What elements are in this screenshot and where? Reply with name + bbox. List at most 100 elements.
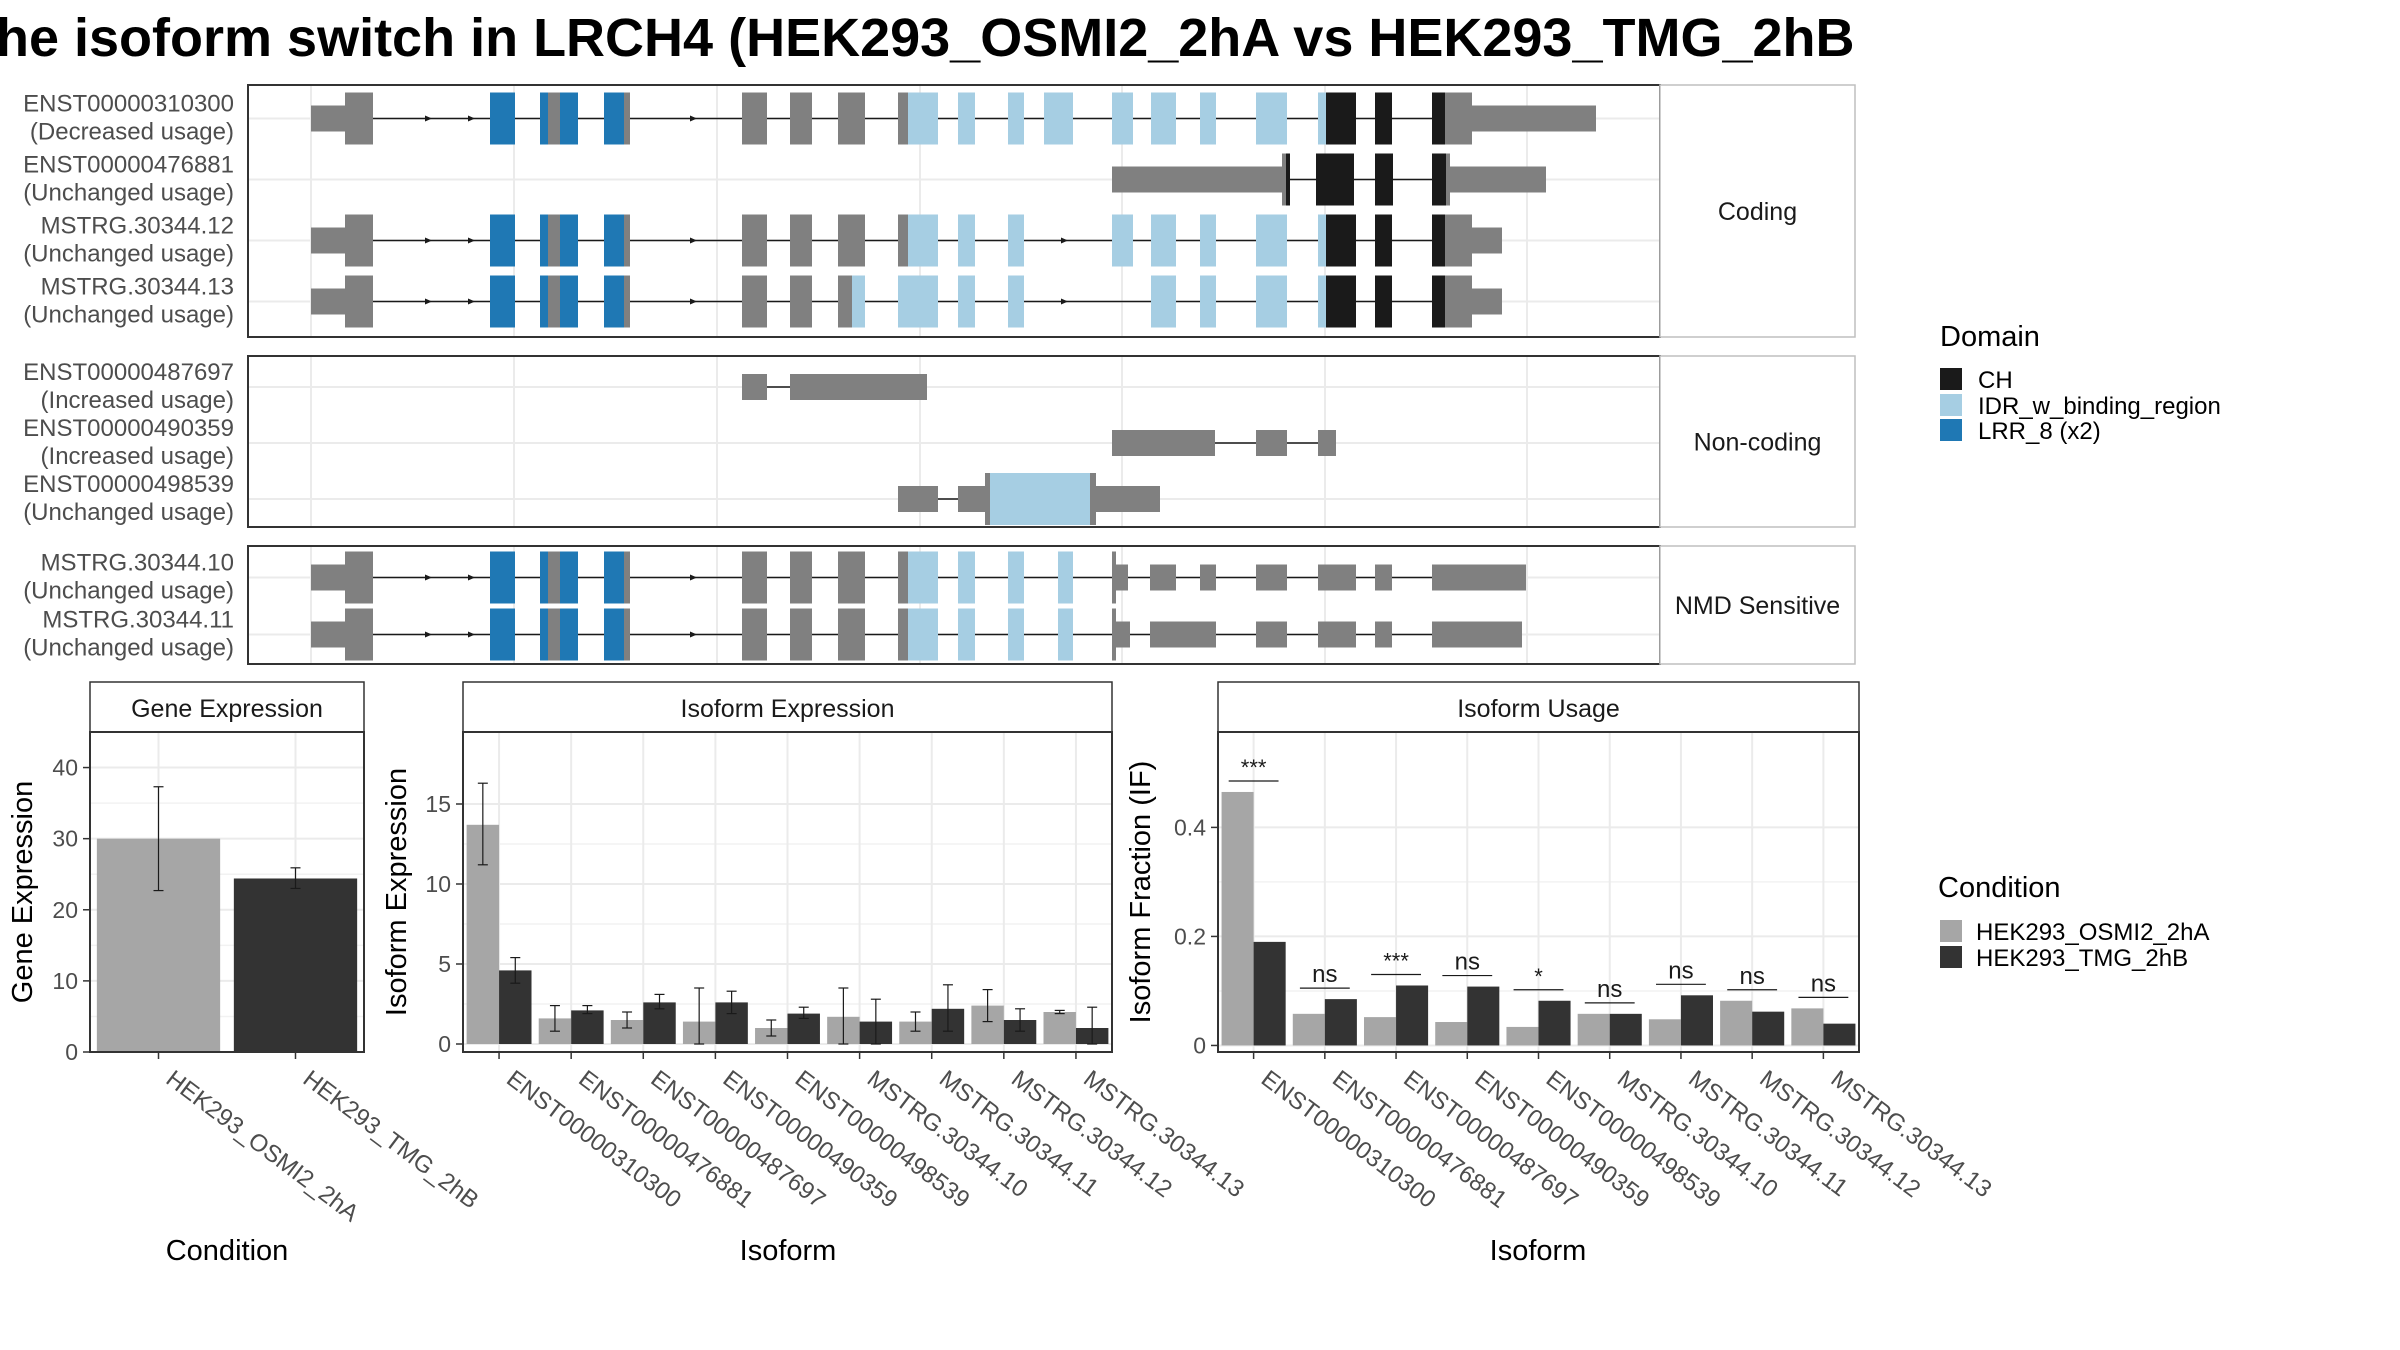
bar [1292,1013,1325,1046]
domain-exon [898,275,938,328]
domain-exon [1375,214,1392,267]
domain-exon [540,608,548,661]
exon [790,214,812,267]
exon [898,486,938,512]
domain-exon [958,214,975,267]
exon [1150,564,1176,591]
exon [742,608,767,661]
strand-arrow [690,631,697,638]
panel-background [248,85,1660,337]
strip-label: NMD Sensitive [1675,592,1840,620]
strip-label: Non-coding [1694,429,1822,457]
domain-legend-label-idr: IDR_w_binding_region [1978,393,2221,420]
domain-exon [604,92,624,145]
domain-exon [604,551,624,604]
strand-arrow [468,298,475,305]
significance-label: ns [1739,963,1764,990]
bar [1538,1000,1571,1046]
exon [548,608,560,661]
domain-exon [1151,275,1176,328]
strand-arrow [690,298,697,305]
bar [1577,1013,1610,1046]
panel-title: Isoform Usage [1457,695,1620,723]
significance-label: *** [1383,948,1409,973]
domain-exon [1044,92,1073,145]
strand-arrow [690,574,697,581]
domain-exon [1326,214,1356,267]
domain-exon [1318,275,1326,328]
panel-background [248,356,1660,527]
exon [311,227,345,254]
domain-exon [1112,92,1133,145]
domain-legend-key-idr [1940,394,1962,416]
domain-exon [1256,275,1287,328]
domain-legend: Domain CH IDR_w_binding_region LRR_8 (x2… [1940,321,2221,445]
domain-exon [1058,608,1073,661]
domain-exon [1432,92,1445,145]
x-axis-label: Condition [166,1235,289,1267]
significance-label: ns [1668,957,1693,984]
condition-legend-label-b: HEK293_TMG_2hB [1976,945,2188,972]
y-tick-label: 15 [425,791,451,817]
y-axis-label: Isoform Fraction (IF) [1125,761,1157,1024]
domain-exon [490,214,515,267]
transcript-name-label: ENST00000490359 [23,415,234,442]
strand-arrow [425,237,432,244]
exon [838,92,865,145]
domain-exon [560,92,578,145]
bar [1364,1017,1397,1046]
exon [311,564,345,591]
exon [311,621,345,648]
structure-panel-coding: ENST00000310300(Decreased usage) ENST0000… [23,84,1856,338]
exon [1375,564,1392,591]
condition-legend-key-b [1940,946,1962,968]
exon [985,473,990,525]
exon [1432,621,1522,648]
exon [1112,166,1282,193]
transcript-name-label: ENST00000310300 [23,91,234,118]
domain-exon [1200,92,1216,145]
structure-panel-non-coding: ENST00000487697(Increased usage)ENST0000… [23,355,1856,528]
domain-exon [1375,92,1392,145]
exon [345,551,373,604]
panel-title: Gene Expression [131,695,323,723]
domain-exon [560,275,578,328]
domain-exon [1432,214,1445,267]
strip-label: Coding [1718,198,1797,226]
exon [1150,621,1216,648]
significance-label: ns [1597,976,1622,1003]
condition-legend-label-a: HEK293_OSMI2_2hA [1976,919,2209,946]
exon [1472,105,1596,132]
domain-exon [908,214,938,267]
transcript-name-label: MSTRG.30344.13 [41,274,234,301]
exon [1318,430,1336,456]
exon [958,486,985,512]
strip-background [1659,545,1856,665]
bar [1720,1000,1753,1046]
exon [742,551,767,604]
strip-background [1659,84,1856,338]
transcript-usage-label: (Unchanged usage) [23,635,234,662]
domain-exon [1432,153,1446,206]
panel-border [1217,731,1860,1053]
exon [898,92,908,145]
transcript-usage-label: (Unchanged usage) [23,241,234,268]
domain-exon [1256,92,1287,145]
y-tick-label: 10 [425,871,451,897]
domain-exon [1326,275,1356,328]
domain-exon [560,551,578,604]
transcript-usage-label: (Unchanged usage) [23,578,234,605]
exon [1256,621,1287,648]
domain-exon [560,608,578,661]
domain-exon [908,551,938,604]
strip-background [1659,355,1856,528]
chart-panel-isoform-usage: Isoform Usage00.20.4ENST00000310300ENST0… [1125,681,1997,1267]
y-tick-label: 0 [1193,1032,1206,1058]
x-axis-label: Isoform [1490,1235,1587,1267]
exon [1256,564,1287,591]
exon [1112,551,1116,604]
domain-exon [1375,153,1393,206]
y-tick-label: 10 [52,968,78,994]
domain-exon [1058,551,1073,604]
